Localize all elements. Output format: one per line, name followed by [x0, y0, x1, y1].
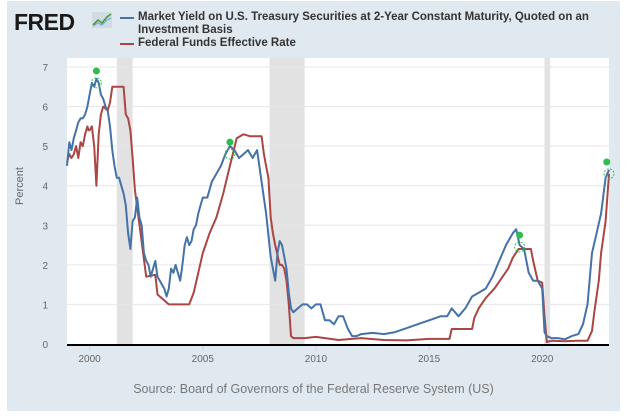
peak-marker-dot [603, 158, 611, 166]
y-tick-label: 4 [42, 182, 48, 193]
peak-marker-ring [90, 77, 102, 89]
peak-marker-ring [224, 148, 236, 160]
peak-marker-dot [516, 231, 524, 239]
y-tick-label: 7 [42, 63, 48, 74]
x-tick-label: 2020 [531, 354, 554, 365]
fred-logo[interactable]: FRED [14, 9, 75, 35]
legend-item-2yr-treasury[interactable]: Market Yield on U.S. Treasury Securities… [120, 11, 627, 37]
recession-band [544, 58, 551, 345]
y-tick-label: 5 [42, 142, 48, 153]
line-chart-icon [92, 12, 112, 28]
x-tick-label: 2015 [418, 354, 441, 365]
peak-marker-ring [514, 241, 526, 253]
x-tick-label: 2010 [305, 354, 328, 365]
peak-marker-dot [226, 138, 234, 146]
legend-label: Market Yield on U.S. Treasury Securities… [138, 11, 589, 36]
legend-label: Federal Funds Effective Rate [138, 37, 296, 49]
peak-marker-ring [603, 168, 615, 180]
legend-swatch-blue [120, 17, 134, 19]
y-tick-label: 3 [42, 221, 48, 232]
plot-area [67, 58, 609, 346]
legend-swatch-red [120, 43, 134, 45]
series-line-2yr-treasury [66, 77, 610, 341]
x-tick-label: 2005 [192, 354, 215, 365]
peak-marker-dot [92, 67, 100, 75]
y-tick-label: 0 [42, 340, 48, 351]
y-tick-label: 2 [42, 261, 48, 272]
y-tick-label: 6 [42, 103, 48, 114]
x-tick-label: 2000 [79, 354, 102, 365]
chart-legend: Market Yield on U.S. Treasury Securities… [120, 11, 627, 50]
recession-band [269, 58, 305, 345]
series-line-fed-funds [66, 85, 610, 343]
legend-item-fed-funds[interactable]: Federal Funds Effective Rate [120, 37, 627, 50]
source-note: Source: Board of Governors of the Federa… [133, 382, 494, 396]
y-tick-label: 1 [42, 300, 48, 311]
